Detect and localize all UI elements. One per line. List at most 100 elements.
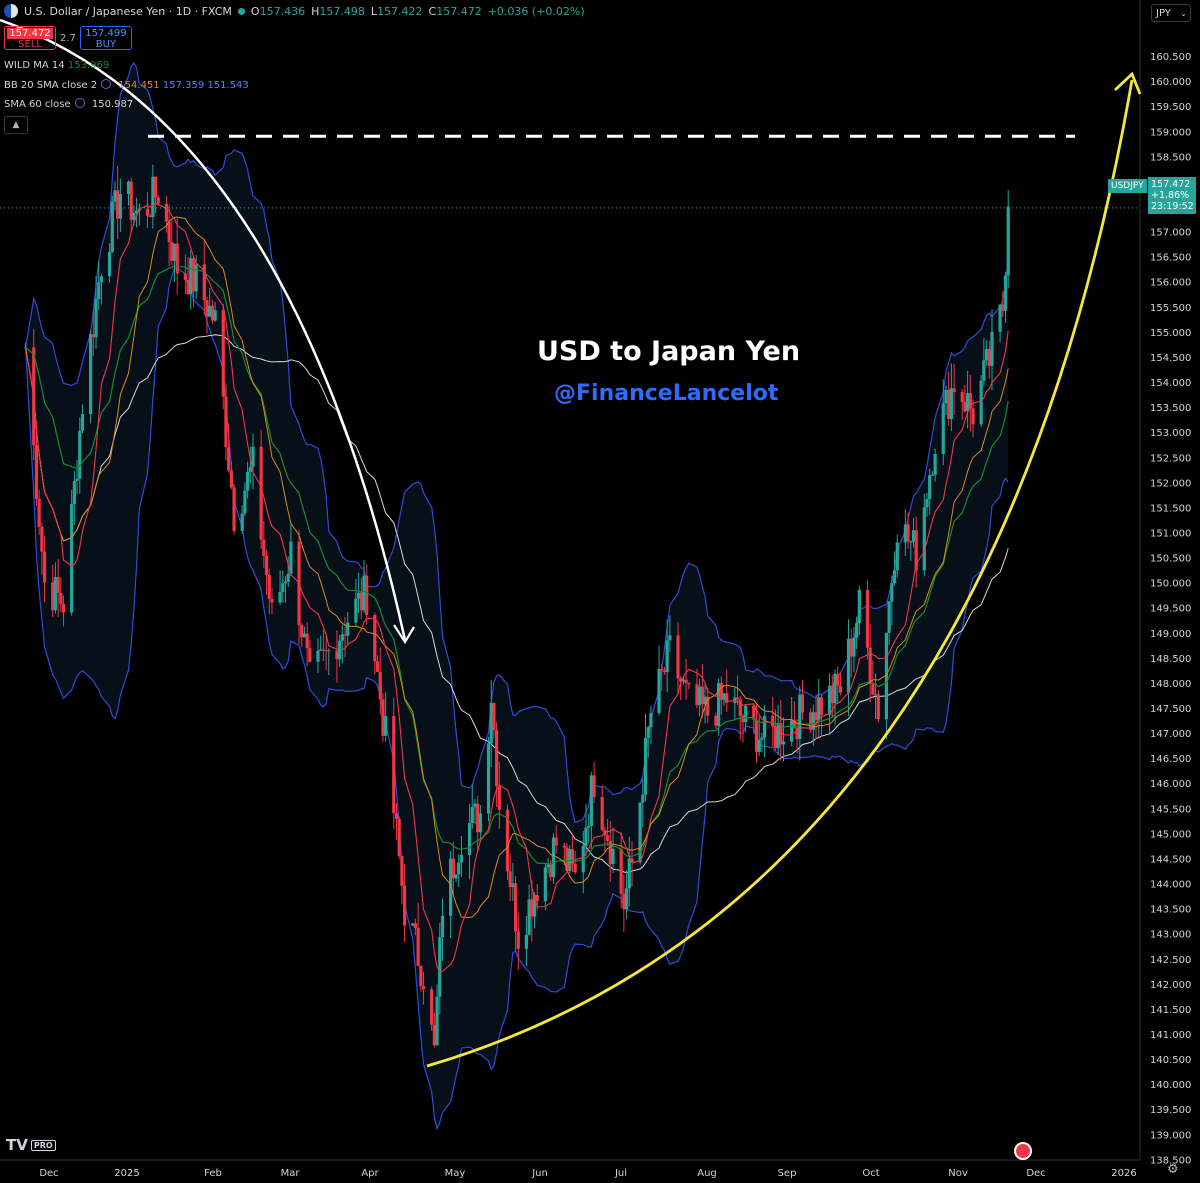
candle	[792, 701, 796, 729]
candle	[492, 702, 496, 739]
candle	[781, 717, 786, 762]
candle	[72, 471, 76, 525]
candle	[638, 802, 642, 865]
candle	[356, 572, 361, 613]
candle	[676, 622, 680, 696]
candle	[489, 679, 493, 768]
y-tick-label: 149.000	[1150, 629, 1191, 640]
candle	[281, 570, 285, 603]
candle	[259, 429, 263, 549]
candle	[42, 536, 47, 603]
sell-button[interactable]: 157.472 SELL	[4, 26, 56, 50]
candle	[451, 841, 455, 897]
candle	[868, 623, 872, 703]
candle	[435, 984, 439, 1046]
candle	[543, 863, 547, 911]
indicator-bollinger[interactable]: BB 20 SMA close 2 154.451 157.359 151.54…	[4, 79, 249, 91]
sma60-line	[25, 334, 1009, 874]
annotation-title: USD to Japan Yen	[537, 336, 801, 367]
candle	[308, 640, 312, 663]
candle	[205, 296, 209, 334]
bollinger-band-fill	[25, 63, 1009, 1129]
candle	[346, 612, 350, 646]
candle	[107, 243, 112, 283]
candle	[302, 626, 307, 638]
candle	[570, 834, 575, 872]
candle	[725, 669, 729, 712]
candle	[397, 816, 401, 860]
candle	[413, 918, 418, 936]
candle	[516, 912, 520, 970]
candle	[381, 692, 385, 742]
candle	[971, 399, 975, 438]
candle	[933, 448, 937, 482]
price-change: +0.036 (+0.02%)	[487, 4, 585, 18]
currency-select[interactable]: JPY ⌄	[1151, 4, 1191, 22]
candle	[698, 678, 702, 717]
candle	[949, 363, 953, 432]
y-tick-label: 140.000	[1150, 1080, 1191, 1091]
y-tick-label: 150.000	[1150, 579, 1191, 590]
indicator-sma60[interactable]: SMA 60 close 150.987	[4, 98, 134, 110]
candle	[270, 588, 274, 615]
candle	[327, 648, 331, 676]
gear-icon[interactable]: ⚙	[1167, 1162, 1179, 1177]
y-tick-label: 145.500	[1150, 804, 1191, 815]
candle	[53, 562, 58, 614]
candle	[865, 579, 870, 660]
y-tick-label: 143.000	[1150, 930, 1191, 941]
y-tick-label: 154.500	[1150, 353, 1191, 364]
candle	[684, 659, 688, 700]
candle	[562, 842, 566, 865]
candle	[990, 309, 994, 391]
candle	[113, 181, 117, 211]
candle	[914, 516, 918, 588]
candle	[903, 508, 907, 556]
candle	[75, 459, 79, 495]
ohlc-close: C157.472	[428, 4, 482, 18]
candle	[551, 833, 556, 884]
candle	[497, 761, 501, 829]
x-tick-label: Aug	[697, 1168, 717, 1179]
y-tick-label: 152.500	[1150, 453, 1191, 464]
candle	[305, 622, 309, 667]
candle	[210, 299, 215, 324]
collapse-legend-button[interactable]: ▲	[4, 116, 28, 134]
y-tick-label: 151.000	[1150, 528, 1191, 539]
downtrend-arrowhead	[393, 624, 415, 645]
candle	[262, 521, 266, 568]
candle	[928, 468, 932, 515]
y-tick-label: 153.500	[1150, 403, 1191, 414]
uptrend-arrowhead	[1114, 71, 1142, 95]
candle	[987, 340, 991, 379]
buy-button[interactable]: 157.499 BUY	[79, 26, 132, 50]
candle	[248, 446, 252, 484]
candle	[476, 796, 480, 853]
candle	[189, 250, 193, 310]
candle	[97, 260, 101, 311]
candle	[714, 712, 718, 729]
y-tick-label: 156.000	[1150, 278, 1191, 289]
economic-calendar-icon[interactable]	[1014, 1142, 1032, 1160]
x-tick-label: Mar	[281, 1168, 301, 1179]
candle	[852, 627, 856, 673]
candle	[800, 680, 805, 720]
tradingview-logo[interactable]: TV PRO	[6, 1136, 56, 1154]
candle	[584, 803, 588, 857]
uptrend-arc	[426, 79, 1134, 1068]
candle	[286, 556, 290, 587]
candle	[440, 898, 445, 961]
us-flag-icon	[4, 4, 18, 18]
candle	[849, 628, 853, 678]
candle	[1003, 271, 1008, 323]
symbol-title[interactable]: U.S. Dollar / Japanese Yen · 1D · FXCM	[24, 4, 232, 18]
indicator-settings-icon[interactable]	[74, 98, 85, 108]
candle	[89, 330, 93, 424]
indicator-settings-icon[interactable]	[101, 79, 112, 89]
candle	[37, 490, 41, 535]
y-tick-label: 156.500	[1150, 253, 1191, 264]
indicator-wild-ma[interactable]: WILD MA 14 153.969	[4, 60, 110, 71]
candle	[167, 204, 171, 267]
candle	[819, 693, 824, 737]
